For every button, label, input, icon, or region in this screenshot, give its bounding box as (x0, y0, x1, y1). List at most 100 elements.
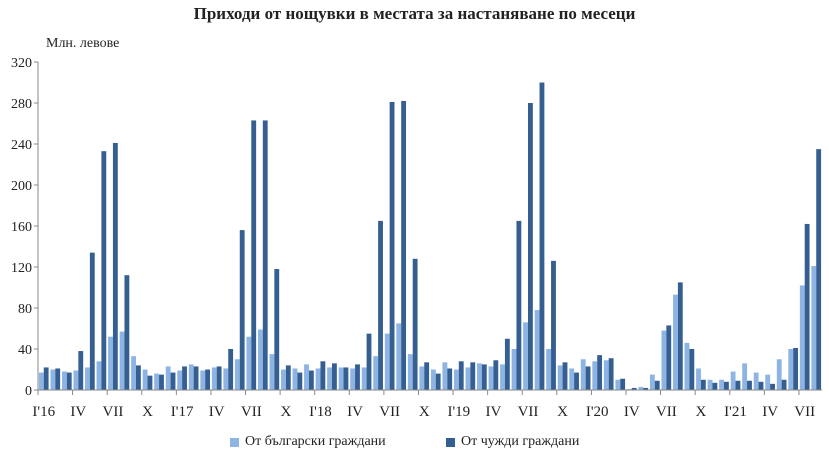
bar-foreign (597, 355, 603, 390)
bar-bulgarian (673, 294, 678, 390)
bar-foreign (724, 381, 729, 390)
bar-foreign (332, 363, 337, 390)
bar-bulgarian (292, 368, 298, 390)
bar-bulgarian (615, 379, 621, 390)
bar-foreign (481, 364, 487, 391)
y-tick-label: 80 (18, 302, 32, 317)
bar-bulgarian (776, 359, 782, 390)
bar-bulgarian (85, 367, 90, 390)
y-tick-label: 0 (25, 384, 32, 399)
bar-bulgarian (154, 373, 160, 390)
bar-foreign (747, 380, 752, 390)
x-tick-label: X (557, 404, 568, 420)
bar-bulgarian (304, 364, 309, 391)
x-tick-label: X (696, 404, 707, 420)
x-tick-label: VII (656, 404, 677, 420)
y-tick-label: 200 (11, 179, 32, 194)
bar-bulgarian (96, 361, 102, 390)
bar-foreign (89, 252, 95, 390)
bar-bulgarian (453, 369, 459, 390)
bar-bulgarian (569, 368, 575, 390)
bar-bulgarian (477, 363, 482, 390)
bar-foreign (205, 369, 211, 390)
bar-foreign (343, 367, 349, 390)
bar-foreign (608, 358, 614, 390)
bar-foreign (285, 365, 291, 390)
bar-foreign (308, 370, 314, 390)
bar-bulgarian (327, 367, 332, 390)
legend-item-foreign: От чужди граждани (446, 434, 579, 450)
bar-foreign (816, 149, 822, 391)
bar-bulgarian (719, 379, 724, 390)
bar-bulgarian (419, 366, 425, 390)
bar-foreign (124, 275, 130, 390)
bar-bulgarian (696, 368, 701, 390)
bar-bulgarian (580, 359, 586, 390)
bar-bulgarian (246, 336, 252, 390)
bar-foreign (43, 367, 49, 390)
bar-foreign (712, 382, 718, 390)
bar-foreign (447, 368, 453, 390)
chart-title: Приходи от нощувки в местата за настаняв… (193, 4, 636, 23)
x-tick-label: IV (762, 404, 778, 420)
bar-bulgarian (603, 360, 609, 390)
bar-foreign (585, 366, 591, 390)
bar-bulgarian (119, 331, 125, 390)
bar-bulgarian (373, 356, 379, 390)
bar-foreign (159, 374, 164, 391)
bar-bulgarian (684, 342, 690, 390)
bar-bulgarian (546, 349, 552, 390)
x-tick-label: I'17 (171, 404, 194, 420)
bar-bulgarian (38, 372, 44, 390)
bars (38, 82, 822, 391)
bar-foreign (320, 361, 326, 390)
x-tick-label: VII (518, 404, 539, 420)
bar-foreign (401, 100, 407, 390)
bar-bulgarian (281, 369, 286, 390)
bar-foreign (366, 333, 372, 391)
bar-foreign (700, 379, 706, 390)
bar-bulgarian (592, 361, 598, 390)
bar-foreign (666, 325, 672, 390)
bar-bulgarian (142, 369, 148, 390)
bar-foreign (643, 387, 649, 390)
bar-bulgarian (315, 368, 321, 390)
bar-foreign (793, 347, 799, 390)
bar-foreign (389, 101, 395, 390)
legend: От български граждани От чужди граждани (0, 434, 829, 454)
x-tick-label: VII (379, 404, 400, 420)
legend-swatch-foreign (446, 437, 455, 447)
bar-foreign (182, 366, 187, 390)
bar-bulgarian (649, 374, 655, 391)
bar-foreign (170, 372, 176, 390)
legend-label-foreign: От чужди граждани (461, 434, 580, 449)
bar-foreign (770, 383, 775, 390)
x-tick-label: X (142, 404, 153, 420)
bar-bulgarian (188, 364, 194, 391)
bar-foreign (758, 381, 764, 390)
bar-foreign (470, 362, 476, 390)
bar-bulgarian (177, 370, 183, 390)
x-axis-labels: I'16 IV VII X I'17 IV VII X I'18 IV VII X I'19 IV VII X… (32, 404, 815, 420)
bar-bulgarian (50, 369, 56, 390)
x-tick-label: X (280, 404, 291, 420)
bar-bulgarian (442, 362, 448, 390)
bar-bulgarian (511, 349, 517, 390)
x-tick-label: I'18 (309, 404, 332, 420)
bar-foreign (574, 372, 579, 390)
bar-bulgarian (257, 329, 263, 390)
bar-foreign (781, 379, 787, 390)
bar-bulgarian (165, 366, 171, 390)
x-tick-label: IV (624, 404, 640, 420)
bar-foreign (620, 378, 626, 390)
bar-bulgarian (223, 368, 229, 390)
bar-bulgarian (742, 363, 748, 390)
bar-foreign (493, 360, 499, 390)
y-tick-label: 240 (11, 138, 32, 153)
bar-foreign (112, 142, 118, 390)
bar-bulgarian (626, 388, 632, 390)
bar-bulgarian (108, 336, 113, 390)
x-tick-label: IV (347, 404, 363, 420)
bar-foreign (228, 349, 234, 390)
